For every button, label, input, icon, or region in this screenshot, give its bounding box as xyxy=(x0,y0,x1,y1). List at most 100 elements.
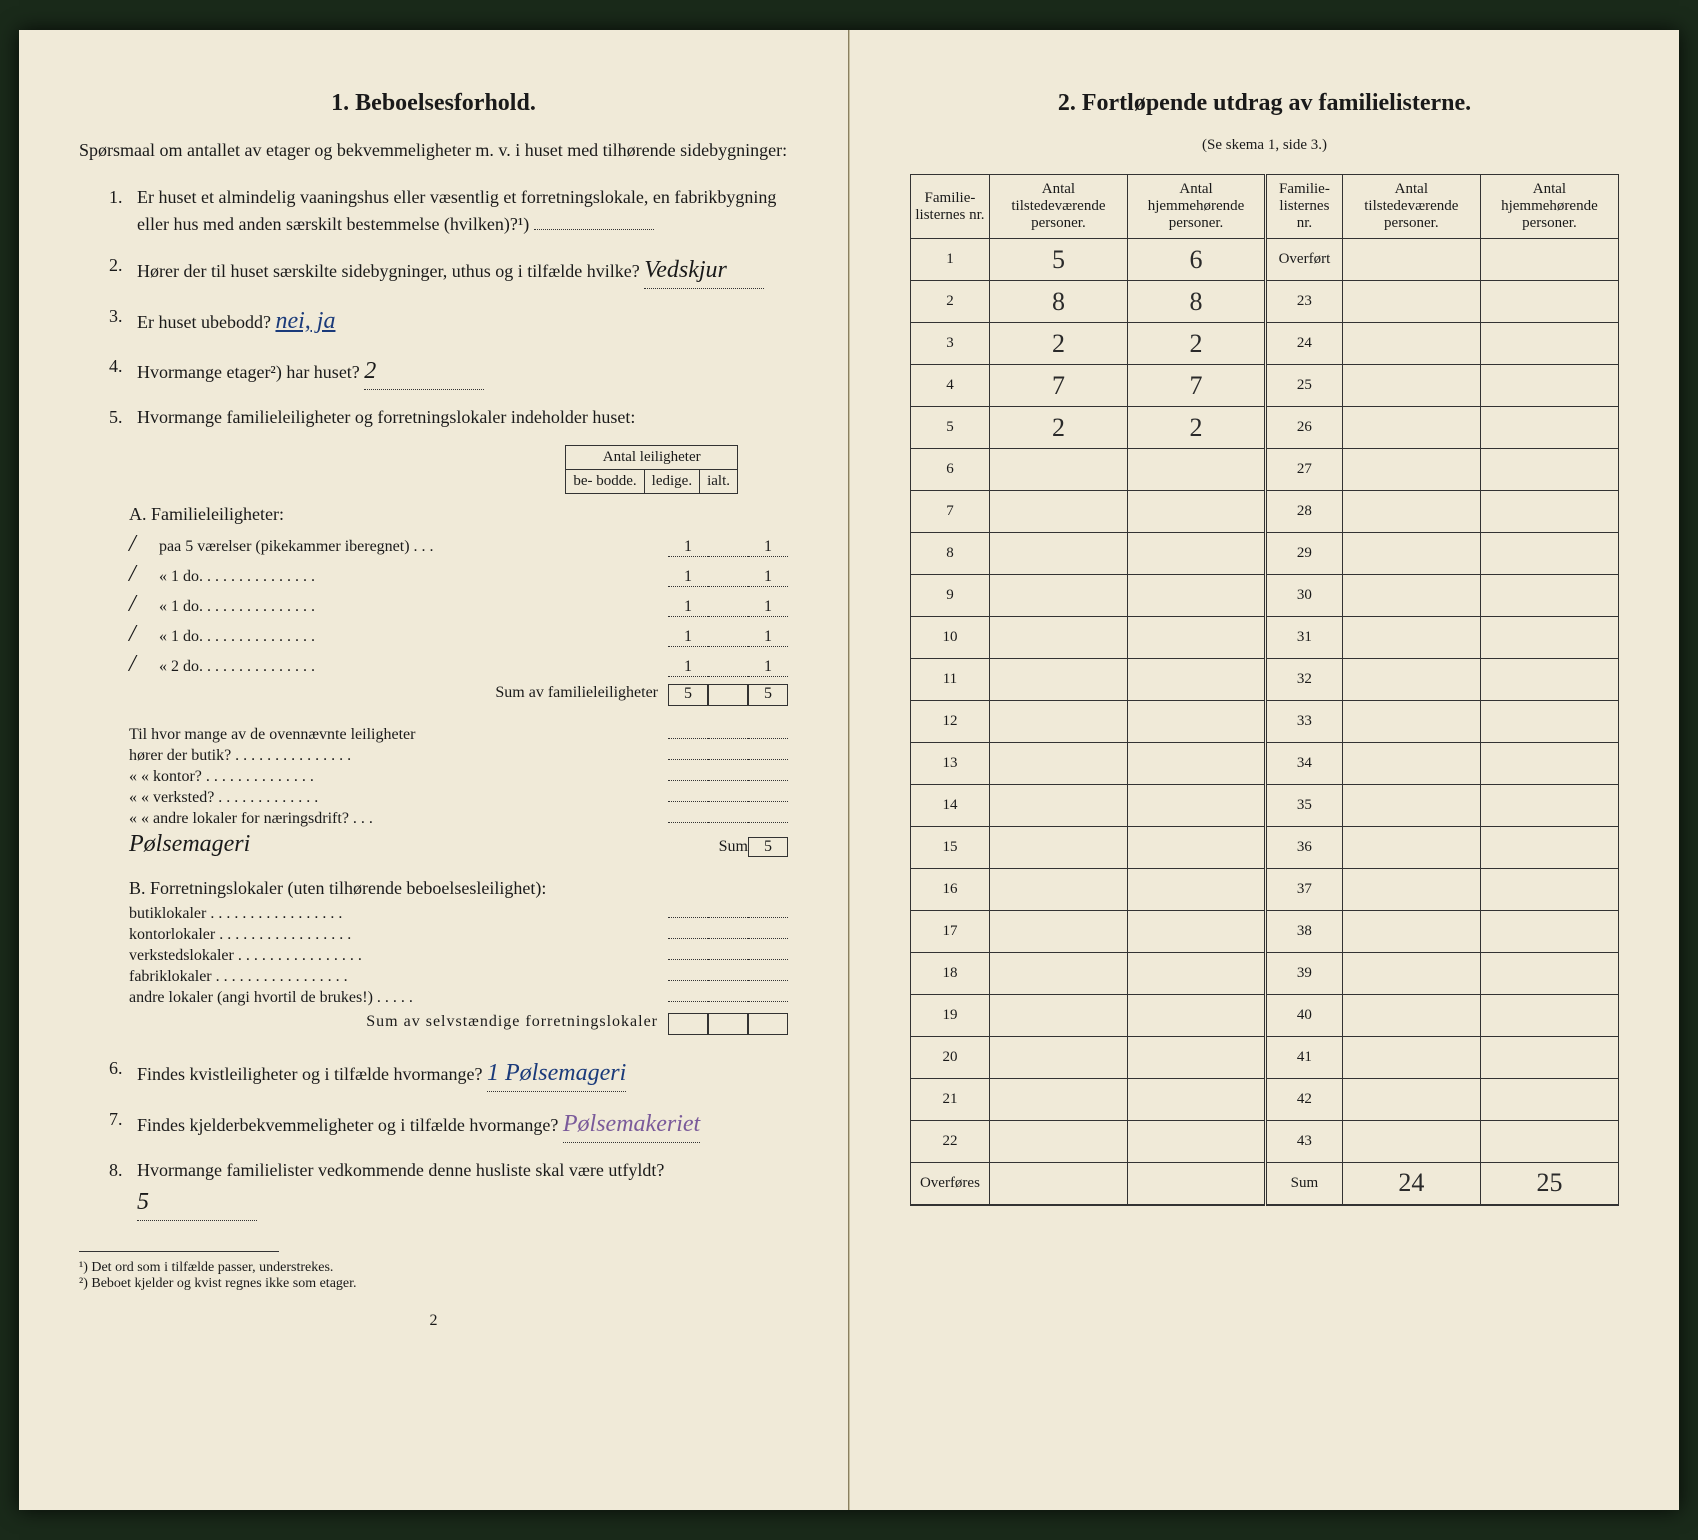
cell-rb xyxy=(1480,659,1618,701)
question-list: 1. Er huset et almindelig vaaningshus el… xyxy=(109,184,788,431)
cell-lb xyxy=(1127,827,1265,869)
col-h-6: Antal hjemmehørende personer. xyxy=(1480,175,1618,239)
col-h-1: Familie- listernes nr. xyxy=(911,175,990,239)
cell-lb: 2 xyxy=(1127,323,1265,365)
row-label: « 1 do. . . . . . . . . . . . . . . xyxy=(159,628,668,646)
table-row: 1738 xyxy=(911,911,1619,953)
col-h-2: Antal tilstedeværende personer. xyxy=(989,175,1127,239)
section-a-row: /paa 5 værelser (pikekammer iberegnet) .… xyxy=(129,531,788,558)
mid-sum-val: 5 xyxy=(748,837,788,857)
v3: 1 xyxy=(748,538,788,557)
cell-la xyxy=(989,533,1127,575)
cell-lnum: 15 xyxy=(911,827,990,869)
cell-rnum: 24 xyxy=(1266,323,1343,365)
q-num: 2. xyxy=(109,252,137,289)
sum-b-label: Sum av selvstændige forretningslokaler xyxy=(129,1013,668,1035)
cell-la xyxy=(989,659,1127,701)
cell-lb xyxy=(1127,1037,1265,1079)
sum-b: 25 xyxy=(1480,1163,1618,1205)
intro-text: Spørsmaal om antallet av etager og bekve… xyxy=(79,137,788,164)
family-list-table: Familie- listernes nr. Antal tilstedevær… xyxy=(910,174,1619,1206)
cell-la: 8 xyxy=(989,281,1127,323)
v1: 1 xyxy=(668,598,708,617)
cell-lnum: 18 xyxy=(911,953,990,995)
q-answer: 2 xyxy=(364,353,484,390)
overfores-label: Overføres xyxy=(911,1163,990,1205)
table-row: 12 33 xyxy=(911,701,1619,743)
cell-lnum: 8 xyxy=(911,533,990,575)
cell-ra xyxy=(1342,365,1480,407)
left-page-number: 2 xyxy=(79,1312,788,1330)
cell-ra xyxy=(1342,239,1480,281)
b-row-vals xyxy=(668,980,788,981)
cell-ra xyxy=(1342,1079,1480,1121)
v1: 1 xyxy=(668,658,708,677)
footnote-2: ²) Beboet kjelder og kvist regnes ikke s… xyxy=(79,1276,788,1292)
q6-answer: 1 Pølsemageri xyxy=(487,1055,626,1092)
q-answer: Vedskjur xyxy=(644,252,764,289)
cell-lb xyxy=(1127,575,1265,617)
cell-lnum: 11 xyxy=(911,659,990,701)
cell-lnum: 4 xyxy=(911,365,990,407)
cell-lb xyxy=(1127,1121,1265,1163)
q-text: Findes kjelderbekvemmeligheter og i tilf… xyxy=(137,1106,788,1143)
v1: 1 xyxy=(668,538,708,557)
cell-rnum: 33 xyxy=(1266,701,1343,743)
cell-lb xyxy=(1127,449,1265,491)
cell-lnum: 10 xyxy=(911,617,990,659)
cell-ra xyxy=(1342,449,1480,491)
cell-la xyxy=(989,827,1127,869)
row-label: paa 5 værelser (pikekammer iberegnet) . … xyxy=(159,538,668,556)
section-mid-row: Til hvor mange av de ovennævnte leilighe… xyxy=(129,726,788,744)
footnote-separator xyxy=(79,1251,279,1252)
b-row-text: kontorlokaler . . . . . . . . . . . . . … xyxy=(129,926,668,944)
table-row: 627 xyxy=(911,449,1619,491)
table-row: 28823 xyxy=(911,281,1619,323)
cell-la xyxy=(989,1037,1127,1079)
row-mark: / xyxy=(129,651,159,678)
cell-lnum: 17 xyxy=(911,911,990,953)
cell-rb xyxy=(1480,827,1618,869)
cell-lnum: 22 xyxy=(911,1121,990,1163)
blank xyxy=(1127,1163,1265,1205)
question-1: 1. Er huset et almindelig vaaningshus el… xyxy=(109,184,788,238)
footnotes: ¹) Det ord som i tilfælde passer, unders… xyxy=(79,1260,788,1292)
section-b-sum: Sum av selvstændige forretningslokaler xyxy=(129,1013,788,1035)
book-spread: 1. Beboelsesforhold. Spørsmaal om antall… xyxy=(19,30,1679,1510)
q-text-content: Er huset et almindelig vaaningshus eller… xyxy=(137,187,776,234)
mid-row-text: hører der butik? . . . . . . . . . . . .… xyxy=(129,747,668,765)
cell-la xyxy=(989,995,1127,1037)
cell-ra xyxy=(1342,953,1480,995)
q6-text: Findes kvistleiligheter og i tilfælde hv… xyxy=(137,1064,482,1084)
row-values: 11 xyxy=(668,658,788,677)
sum-v1: 5 xyxy=(668,684,708,706)
cell-ra xyxy=(1342,617,1480,659)
cell-rnum: 36 xyxy=(1266,827,1343,869)
q8-text: Hvormange familielister vedkommende denn… xyxy=(137,1160,664,1180)
section-mid-row: « « kontor? . . . . . . . . . . . . . . xyxy=(129,768,788,786)
section-mid-row: « « verksted? . . . . . . . . . . . . . xyxy=(129,789,788,807)
q-text: Hvormange etager²) har huset? 2 xyxy=(137,353,788,390)
v1: 1 xyxy=(668,628,708,647)
row-values: 11 xyxy=(668,628,788,647)
cell-rnum: 34 xyxy=(1266,743,1343,785)
mid-row-text: « « andre lokaler for næringsdrift? . . … xyxy=(129,810,668,828)
cell-lb xyxy=(1127,785,1265,827)
mini-th-2: ledige. xyxy=(644,470,699,494)
cell-rnum: 30 xyxy=(1266,575,1343,617)
cell-la: 5 xyxy=(989,239,1127,281)
cell-lnum: 1 xyxy=(911,239,990,281)
table-row: 52226 xyxy=(911,407,1619,449)
cell-ra xyxy=(1342,785,1480,827)
cell-ra xyxy=(1342,281,1480,323)
mid-row-vals xyxy=(668,822,788,823)
cell-ra xyxy=(1342,491,1480,533)
cell-lnum: 12 xyxy=(911,701,990,743)
table-row: 1334 xyxy=(911,743,1619,785)
section-a-row: /« 2 do. . . . . . . . . . . . . . .11 xyxy=(129,651,788,678)
question-4: 4. Hvormange etager²) har huset? 2 xyxy=(109,353,788,390)
table-row: 156Overført xyxy=(911,239,1619,281)
row-mark: / xyxy=(129,531,159,558)
cell-ra xyxy=(1342,911,1480,953)
cell-rb xyxy=(1480,323,1618,365)
